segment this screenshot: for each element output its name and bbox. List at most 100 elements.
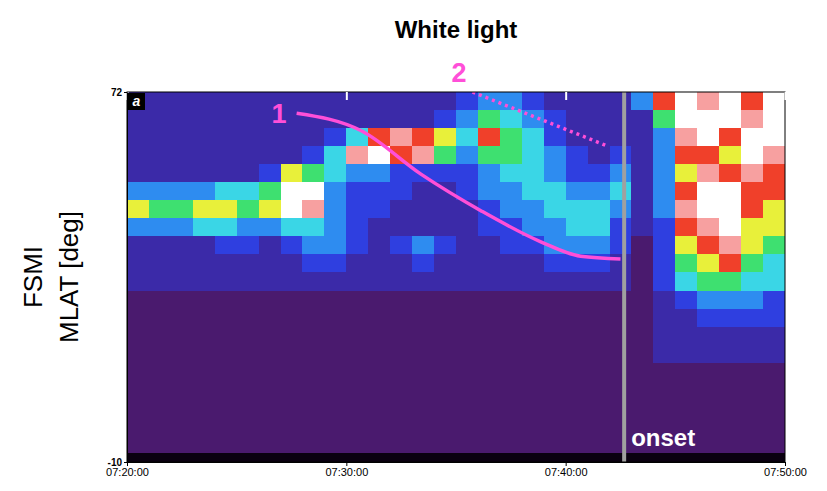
heat-cell	[631, 399, 654, 418]
heat-cell	[171, 218, 194, 237]
heat-cell	[127, 399, 150, 418]
heat-cell	[763, 381, 785, 400]
heat-cell	[171, 453, 194, 462]
heat-cell	[390, 417, 413, 436]
heat-cell	[500, 453, 523, 462]
heat-cell	[171, 291, 194, 310]
heat-cell	[631, 128, 654, 147]
heat-cell	[346, 200, 369, 219]
heat-cell	[741, 417, 764, 436]
heat-cell	[675, 236, 698, 255]
heat-cell	[719, 164, 742, 183]
heat-cell	[259, 381, 282, 400]
heat-cell	[631, 254, 654, 273]
heat-cell	[171, 92, 194, 111]
heat-cell	[324, 128, 347, 147]
heat-cell	[324, 435, 347, 454]
heat-cell	[412, 254, 435, 273]
heat-cell	[478, 435, 501, 454]
heat-cell	[412, 218, 435, 237]
heat-cell	[237, 435, 260, 454]
heat-cell	[390, 327, 413, 346]
heat-cell	[631, 272, 654, 291]
heat-cell	[237, 291, 260, 310]
heat-cell	[631, 309, 654, 328]
heat-cell	[237, 218, 260, 237]
heat-cell	[259, 417, 282, 436]
heat-cell	[763, 345, 785, 364]
heat-cell	[456, 435, 479, 454]
heat-cell	[171, 236, 194, 255]
x-axis-line	[128, 463, 786, 467]
heat-cell	[127, 218, 150, 237]
heat-cell	[741, 182, 764, 201]
heat-cell	[346, 236, 369, 255]
heat-cell	[544, 254, 567, 273]
heat-cell	[412, 417, 435, 436]
heat-cell	[215, 309, 238, 328]
heat-cell	[719, 399, 742, 418]
heat-cell	[412, 236, 435, 255]
heat-cell	[719, 272, 742, 291]
y-axis: 72-10	[108, 87, 128, 468]
heat-cell	[259, 399, 282, 418]
heat-cell	[610, 182, 633, 201]
heat-cell	[390, 309, 413, 328]
heat-cell	[259, 345, 282, 364]
heat-cell	[478, 309, 501, 328]
heat-cell	[368, 291, 391, 310]
heat-cell	[588, 92, 611, 111]
heat-cell	[434, 236, 457, 255]
heat-cell	[456, 110, 479, 129]
heat-cell	[127, 272, 150, 291]
heat-cell	[653, 345, 676, 364]
heat-cell	[522, 327, 545, 346]
heat-cell	[193, 417, 216, 436]
heat-cell	[346, 381, 369, 400]
heat-cell	[346, 327, 369, 346]
heat-cell	[588, 345, 611, 364]
heat-cell	[566, 417, 589, 436]
heat-cell	[631, 146, 654, 165]
heat-cell	[544, 146, 567, 165]
heat-cell	[500, 128, 523, 147]
heat-cell	[302, 254, 325, 273]
heat-cell	[259, 254, 282, 273]
heat-cell	[631, 92, 654, 111]
heat-cell	[193, 254, 216, 273]
heat-cell	[500, 92, 523, 111]
heat-cell	[500, 381, 523, 400]
heat-cell	[412, 345, 435, 364]
heat-cell	[302, 110, 325, 129]
heat-cell	[171, 327, 194, 346]
heat-cell	[215, 291, 238, 310]
top-tick-mark	[346, 92, 348, 100]
heat-cell	[149, 218, 172, 237]
heat-cell	[434, 291, 457, 310]
heat-cell	[719, 417, 742, 436]
heat-cell	[631, 200, 654, 219]
heat-cell	[566, 327, 589, 346]
heat-cell	[434, 254, 457, 273]
heat-cell	[237, 200, 260, 219]
heat-cell	[149, 200, 172, 219]
heat-cell	[741, 218, 764, 237]
heat-cell	[390, 381, 413, 400]
heat-cell	[610, 345, 633, 364]
heat-cell	[149, 291, 172, 310]
x-tick: 07:50:00	[764, 462, 807, 478]
heat-cell	[522, 435, 545, 454]
heat-cell	[368, 399, 391, 418]
heat-cell	[653, 200, 676, 219]
heat-cell	[237, 146, 260, 165]
heat-cell	[302, 381, 325, 400]
heat-cell	[193, 272, 216, 291]
heat-cell	[237, 309, 260, 328]
heat-cell	[281, 128, 304, 147]
heat-cell	[588, 399, 611, 418]
heat-cell	[719, 146, 742, 165]
heat-cell	[719, 110, 742, 129]
heat-cell	[697, 453, 720, 462]
heat-cell	[500, 291, 523, 310]
heat-cell	[522, 381, 545, 400]
